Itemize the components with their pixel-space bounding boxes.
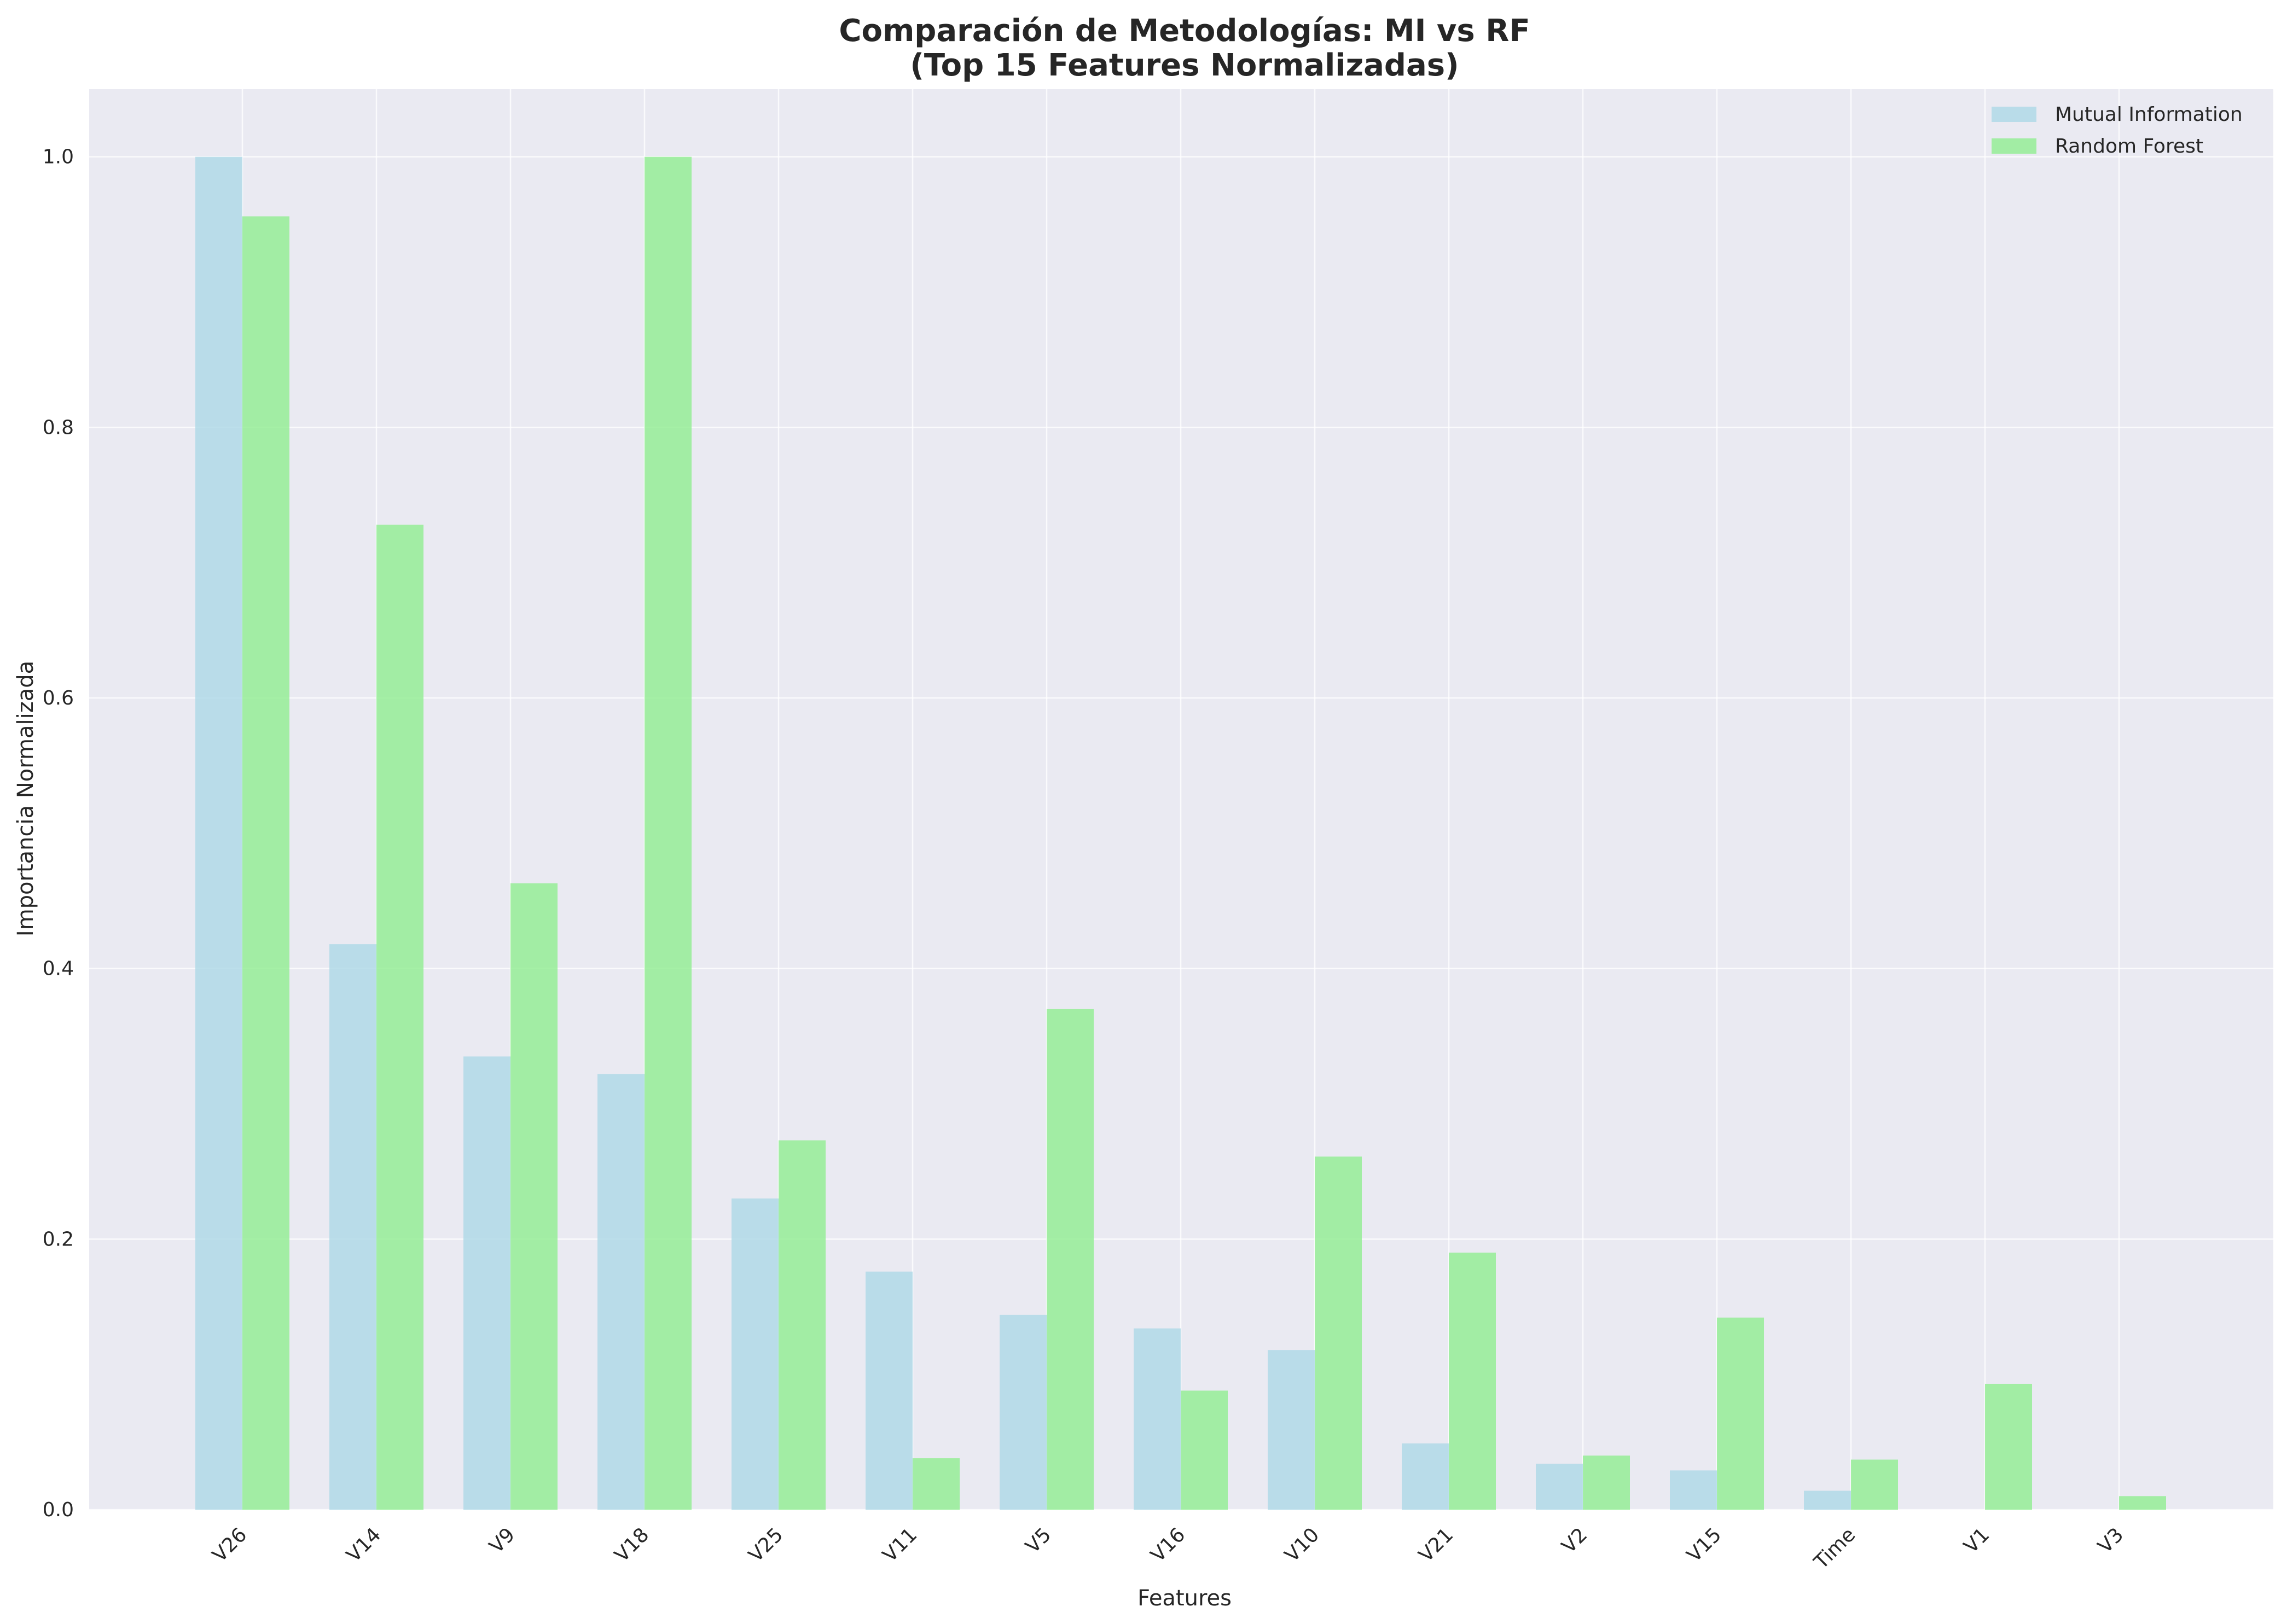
y-tick-label: 1.0 — [43, 146, 74, 168]
bar-random-forest-v9 — [510, 883, 558, 1510]
legend-label: Random Forest — [2055, 135, 2203, 158]
chart-title: Comparación de Metodologías: MI vs RF — [839, 13, 1530, 49]
bar-random-forest-v25 — [779, 1140, 826, 1510]
bar-mutual-information-v25 — [732, 1198, 779, 1510]
bar-mutual-information-v26 — [195, 156, 242, 1510]
x-axis-label: Features — [1137, 1586, 1232, 1611]
legend-label: Mutual Information — [2055, 103, 2243, 126]
bar-mutual-information-v2 — [1536, 1463, 1583, 1510]
bar-random-forest-v18 — [645, 156, 692, 1510]
bar-mutual-information-v5 — [1000, 1314, 1047, 1510]
bar-random-forest-v16 — [1181, 1390, 1228, 1510]
bar-random-forest-v5 — [1047, 1009, 1094, 1510]
bar-random-forest-v10 — [1315, 1156, 1362, 1510]
bar-mutual-information-v21 — [1402, 1443, 1449, 1510]
bar-random-forest-v1 — [1985, 1383, 2032, 1510]
bar-mutual-information-v10 — [1268, 1350, 1315, 1510]
chart-subtitle: (Top 15 Features Normalizadas) — [910, 48, 1459, 83]
bar-mutual-information-v14 — [329, 944, 376, 1510]
bar-random-forest-v2 — [1583, 1456, 1630, 1510]
y-tick-label: 0.0 — [43, 1499, 74, 1521]
bar-random-forest-v21 — [1449, 1253, 1496, 1510]
y-tick-label: 0.2 — [43, 1228, 74, 1250]
bar-mutual-information-time — [1804, 1491, 1851, 1510]
bar-mutual-information-v18 — [597, 1074, 645, 1510]
bar-random-forest-v26 — [242, 216, 289, 1510]
bar-random-forest-v15 — [1717, 1317, 1764, 1510]
bar-mutual-information-v9 — [463, 1056, 510, 1510]
bars — [195, 156, 2166, 1510]
bar-random-forest-v11 — [913, 1458, 960, 1510]
y-tick-label: 0.4 — [43, 958, 74, 980]
bar-mutual-information-v15 — [1670, 1470, 1717, 1510]
bar-mutual-information-v11 — [866, 1271, 913, 1510]
legend-swatch — [1992, 138, 2036, 154]
y-tick-label: 0.6 — [43, 687, 74, 709]
bar-random-forest-time — [1851, 1459, 1898, 1510]
y-tick-label: 0.8 — [43, 416, 74, 439]
bar-random-forest-v14 — [376, 525, 423, 1510]
bar-random-forest-v3 — [2119, 1496, 2166, 1510]
bar-mutual-information-v16 — [1134, 1328, 1181, 1510]
legend-swatch — [1992, 107, 2036, 122]
y-axis-label: Importancia Normalizada — [13, 661, 38, 936]
legend: Mutual Information Random Forest — [1992, 103, 2243, 158]
y-axis-ticks: 0.0 0.2 0.4 0.6 0.8 1.0 — [43, 146, 74, 1521]
